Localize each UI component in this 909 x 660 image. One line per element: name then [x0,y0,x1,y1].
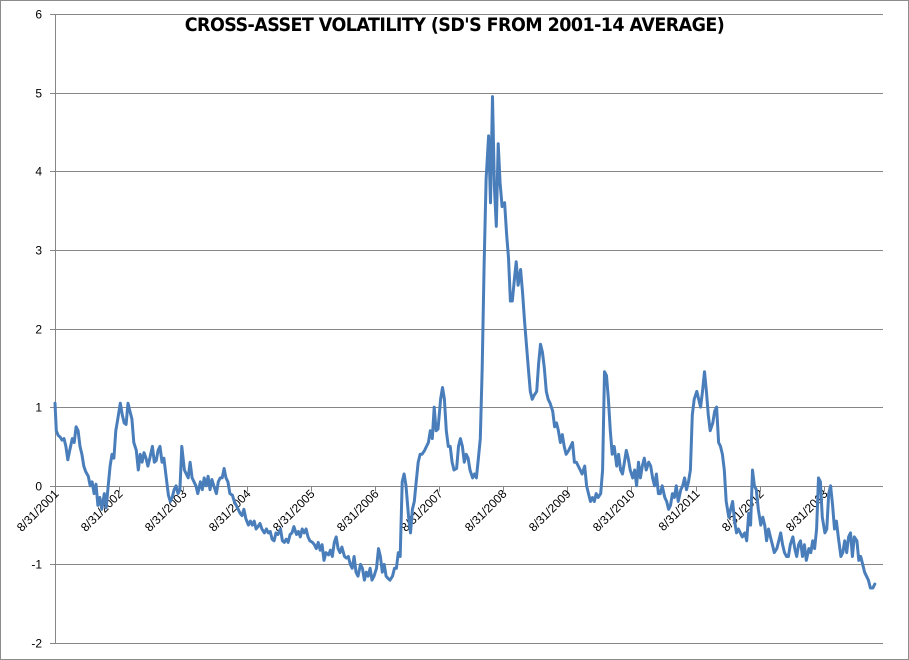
x-tick-label: 8/31/2006 [334,486,382,534]
y-tick-label: 4 [35,165,42,179]
y-tick-label: -1 [31,558,42,572]
x-tick-label: 8/31/2009 [526,486,574,534]
x-tick-label: 8/31/2008 [462,486,510,534]
y-tick-label: 5 [35,87,42,101]
y-tick-label: 0 [35,480,42,494]
x-tick-label: 8/31/2001 [14,486,62,534]
chart-title: CROSS-ASSET VOLATILITY (SD'S FROM 2001-1… [184,14,725,36]
y-tick-label: -2 [31,637,42,651]
y-axis: 6 5 4 3 2 1 0 -1 -2 [31,8,56,651]
y-tick-label: 2 [35,323,42,337]
y-tick-label: 1 [35,401,42,415]
volatility-line [53,95,877,590]
x-tick-label: 8/31/2003 [142,486,190,534]
x-axis: 8/31/2001 8/31/2002 8/31/2003 8/31/2004 8/31… [14,486,831,534]
y-tick-label: 6 [35,8,42,22]
series-line [53,95,877,590]
gridlines [50,14,883,644]
y-tick-label: 3 [35,244,42,258]
